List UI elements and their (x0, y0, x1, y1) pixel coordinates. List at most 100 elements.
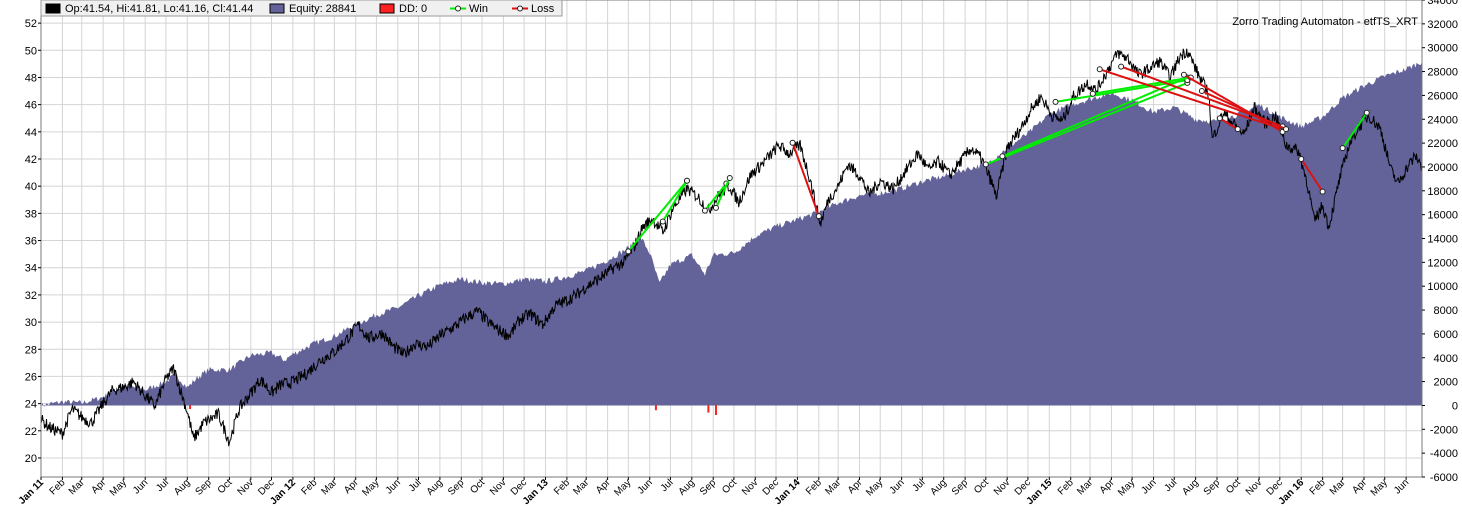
left-tick-label: 28 (25, 344, 37, 356)
left-tick-label: 38 (25, 208, 37, 220)
right-tick-label: 14000 (1427, 234, 1458, 246)
legend-label: Op:41.54, Hi:41.81, Lo:41.16, Cl:41.44 (65, 3, 253, 15)
win-trade-marker (683, 177, 690, 184)
loss-trade-line (1219, 117, 1239, 130)
loss-trade-marker (1180, 71, 1187, 78)
loss-trade-marker (1234, 126, 1241, 133)
left-tick-label: 24 (25, 399, 37, 411)
right-tick-label: 2000 (1434, 377, 1458, 389)
legend-box (40, 0, 563, 17)
legend-swatch (379, 3, 395, 14)
win-trade-marker (726, 175, 733, 182)
loss-trade-marker (1283, 126, 1290, 133)
loss-trade-marker (789, 139, 796, 146)
win-trade-line (661, 180, 688, 223)
win-trade-line (627, 180, 688, 253)
left-tick-label: 50 (25, 45, 37, 57)
equity-area (41, 61, 1422, 409)
right-tick-label: 32000 (1427, 19, 1458, 31)
right-tick-label: 8000 (1434, 305, 1458, 317)
left-tick-label: 26 (25, 371, 37, 383)
loss-trade-line (791, 142, 820, 217)
right-tick-label: 6000 (1434, 329, 1458, 341)
legend-swatch (269, 3, 285, 14)
legend-swatch (45, 3, 61, 14)
win-trade-marker (982, 161, 989, 168)
loss-trade-marker (1198, 88, 1205, 95)
legend-label: Win (469, 3, 488, 15)
loss-trade-marker (1216, 115, 1223, 122)
win-trade-marker (1363, 109, 1370, 116)
right-axis: -6000 -4000 -2000 0 2000 4000 6000 8000 10000 120… (1422, 0, 1458, 484)
right-tick-label: 22000 (1427, 138, 1458, 150)
left-tick-label: 48 (25, 72, 37, 84)
right-tick-label: 24000 (1427, 114, 1458, 126)
win-trade-marker (701, 207, 708, 214)
left-tick-label: 36 (25, 236, 37, 248)
left-axis: 20 22 24 26 28 30 32 34 36 38 40 42 44 46 48 50 52 (25, 18, 41, 465)
win-trade-marker (625, 248, 632, 255)
win-trade-marker (1089, 90, 1096, 97)
left-tick-label: 46 (25, 100, 37, 112)
win-trade-marker (1339, 145, 1346, 152)
drawdown-bar (707, 405, 710, 413)
right-tick-label: -2000 (1430, 424, 1458, 436)
right-tick-label: 18000 (1427, 186, 1458, 198)
win-trade-line (1341, 112, 1368, 149)
left-tick-label: 42 (25, 154, 37, 166)
left-tick-label: 34 (25, 263, 37, 275)
left-tick-label: 22 (25, 426, 37, 438)
left-tick-label: 44 (25, 127, 37, 139)
drawdown-bar (714, 405, 717, 415)
win-trade-line (1001, 76, 1188, 158)
left-tick-label: 32 (25, 290, 37, 302)
win-trade-line (704, 182, 728, 212)
legend-label: DD: 0 (399, 3, 427, 15)
chart-title: Zorro Trading Automaton - etfTS_XRT (1232, 16, 1418, 28)
loss-trade-marker (1298, 156, 1305, 162)
loss-trade-line (1300, 158, 1324, 193)
right-tick-label: -6000 (1430, 472, 1458, 484)
win-trade-line (715, 177, 731, 209)
legend: Op:41.54, Hi:41.81, Lo:41.16, Cl:41.44 Eq… (40, 0, 563, 17)
loss-trade-marker (1096, 66, 1103, 73)
drawdown-bars (189, 405, 717, 415)
loss-trade-line (1201, 90, 1287, 131)
right-tick-label: 34000 (1427, 0, 1458, 7)
win-trade-line (1092, 76, 1191, 95)
loss-trade-marker (1118, 63, 1125, 70)
drawdown-bar (654, 405, 657, 411)
right-tick-label: 20000 (1427, 162, 1458, 174)
left-tick-label: 20 (25, 453, 37, 465)
legend-label: Loss (531, 3, 555, 15)
trade-lines (625, 63, 1370, 255)
right-tick-label: 16000 (1427, 210, 1458, 222)
price-line (40, 48, 1423, 447)
right-tick-label: -4000 (1430, 448, 1458, 460)
win-trade-marker (659, 218, 666, 225)
loss-trade-marker (1319, 188, 1326, 195)
left-tick-label: 40 (25, 181, 37, 193)
legend-label: Equity: 28841 (289, 3, 356, 15)
drawdown-bar (189, 405, 192, 410)
right-tick-label: 26000 (1427, 90, 1458, 102)
loss-trade-line (1183, 73, 1284, 133)
right-tick-label: 10000 (1427, 281, 1458, 293)
left-tick-label: 52 (25, 18, 37, 30)
loss-trade-line (1099, 68, 1283, 131)
legend-marker (517, 5, 523, 12)
win-trade-marker (712, 204, 719, 211)
loss-trade-marker (815, 213, 822, 220)
right-tick-label: 30000 (1427, 43, 1458, 55)
win-trade-marker (1052, 98, 1059, 105)
legend-marker (455, 5, 461, 12)
win-trade-marker (999, 153, 1006, 160)
right-tick-label: 12000 (1427, 257, 1458, 269)
equity-series-area (41, 61, 1422, 409)
right-tick-label: 28000 (1427, 67, 1458, 79)
right-tick-label: 0 (1452, 400, 1458, 412)
left-tick-label: 30 (25, 317, 37, 329)
price-series-line (40, 48, 1423, 447)
right-tick-label: 4000 (1434, 353, 1458, 365)
